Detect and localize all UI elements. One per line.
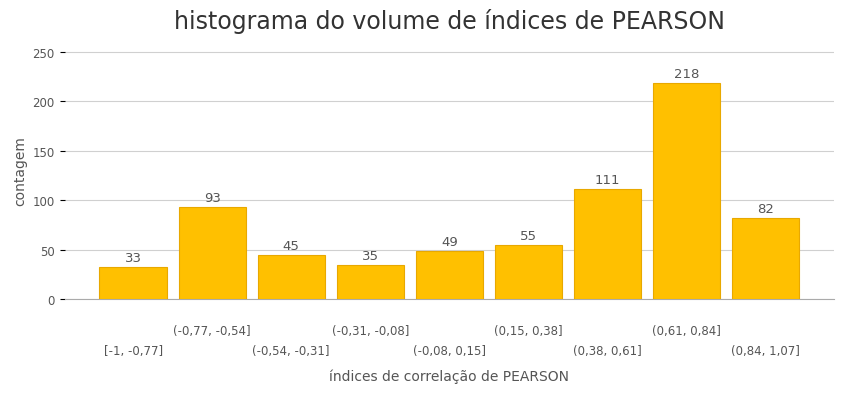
- Text: (0,84, 1,07]: (0,84, 1,07]: [731, 344, 800, 357]
- Text: 55: 55: [520, 229, 537, 242]
- Bar: [179, 208, 246, 300]
- Text: (-0,31, -0,08]: (-0,31, -0,08]: [332, 325, 409, 338]
- Text: 35: 35: [362, 249, 378, 262]
- Text: 33: 33: [125, 251, 142, 264]
- Bar: [258, 255, 325, 300]
- Bar: [100, 267, 167, 300]
- Bar: [336, 265, 404, 300]
- Y-axis label: contagem: contagem: [13, 136, 27, 206]
- Text: 82: 82: [757, 202, 774, 215]
- Text: [-1, -0,77]: [-1, -0,77]: [103, 344, 163, 357]
- X-axis label: índices de correlação de PEARSON: índices de correlação de PEARSON: [329, 368, 569, 383]
- Bar: [574, 190, 641, 300]
- Text: 93: 93: [204, 192, 221, 205]
- Text: 49: 49: [441, 235, 458, 248]
- Text: (-0,54, -0,31]: (-0,54, -0,31]: [253, 344, 330, 357]
- Text: 111: 111: [595, 174, 620, 187]
- Text: 218: 218: [674, 68, 699, 81]
- Text: (0,61, 0,84]: (0,61, 0,84]: [652, 325, 721, 338]
- Bar: [732, 219, 799, 300]
- Text: (-0,77, -0,54]: (-0,77, -0,54]: [174, 325, 251, 338]
- Text: (0,38, 0,61]: (0,38, 0,61]: [573, 344, 642, 357]
- Bar: [415, 251, 483, 300]
- Text: (0,15, 0,38]: (0,15, 0,38]: [494, 325, 562, 338]
- Text: (-0,08, 0,15]: (-0,08, 0,15]: [413, 344, 486, 357]
- Bar: [653, 84, 720, 300]
- Text: 45: 45: [283, 239, 299, 252]
- Bar: [494, 245, 562, 300]
- Title: histograma do volume de índices de PEARSON: histograma do volume de índices de PEARS…: [174, 9, 725, 34]
